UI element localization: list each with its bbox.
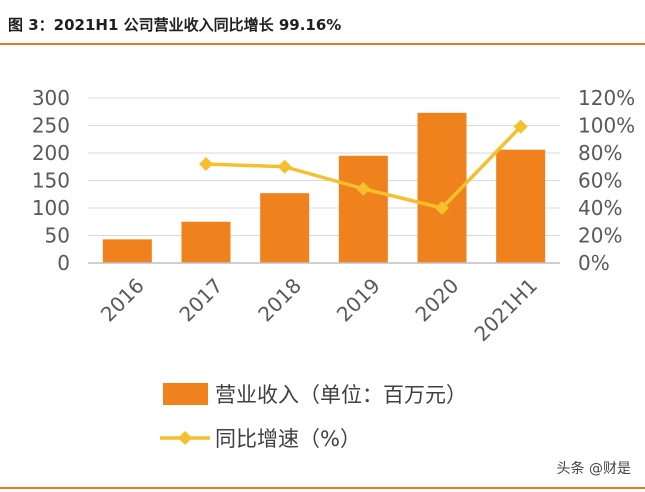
- legend: 营业收入（单位：百万元） 同比增速（%）: [160, 383, 467, 451]
- watermark: 头条 @财是: [556, 461, 631, 477]
- legend-marker-growth: [178, 431, 192, 445]
- bar: [102, 239, 152, 263]
- line-point: [435, 201, 449, 215]
- x-tick-label: 2021H1: [470, 273, 543, 346]
- y-right-tick-label: 120%: [578, 86, 635, 110]
- bar: [181, 221, 231, 263]
- y-right-tick-label: 60%: [578, 169, 622, 193]
- bar: [417, 112, 467, 263]
- y-left-tick-label: 0: [57, 251, 70, 275]
- legend-label-revenue: 营业收入（单位：百万元）: [215, 383, 467, 407]
- title-divider: [0, 43, 645, 45]
- y-left-tick-label: 150: [32, 169, 70, 193]
- line-series: [199, 119, 528, 215]
- y-left-tick-label: 300: [32, 86, 70, 110]
- x-tick-label: 2016: [96, 273, 149, 326]
- bar: [260, 193, 310, 263]
- y-right-tick-label: 40%: [578, 196, 622, 220]
- x-tick-label: 2017: [174, 273, 227, 326]
- y-left-tick-label: 200: [32, 141, 70, 165]
- y-left-tick-label: 100: [32, 196, 70, 220]
- y-axis-left: 0 50 100 150 200 250 300: [32, 86, 70, 275]
- line-point: [277, 159, 292, 174]
- y-right-tick-label: 0%: [578, 251, 610, 275]
- x-tick-label: 2018: [253, 273, 306, 326]
- bottom-divider: [0, 487, 645, 489]
- legend-swatch-revenue: [163, 383, 208, 405]
- y-right-tick-label: 20%: [578, 224, 622, 248]
- x-tick-label: 2019: [332, 273, 385, 326]
- x-tick-label: 2020: [410, 273, 463, 326]
- x-axis: 2016 2017 2018 2019 2020 2021H1: [88, 262, 560, 346]
- line-point: [513, 119, 528, 134]
- y-right-tick-label: 100%: [578, 114, 635, 138]
- line-point: [356, 181, 371, 196]
- y-left-tick-label: 50: [45, 224, 70, 248]
- y-axis-right: 0% 20% 40% 60% 80% 100% 120%: [578, 86, 635, 275]
- y-right-tick-label: 80%: [578, 141, 622, 165]
- y-left-tick-label: 250: [32, 114, 70, 138]
- bar: [338, 155, 388, 263]
- legend-label-growth: 同比增速（%）: [215, 427, 361, 451]
- line-point: [199, 157, 213, 171]
- chart-title: 图 3：2021H1 公司营业收入同比增长 99.16%: [8, 16, 342, 34]
- bar-series: [102, 112, 546, 263]
- gridlines: [88, 97, 560, 236]
- bar: [496, 149, 546, 263]
